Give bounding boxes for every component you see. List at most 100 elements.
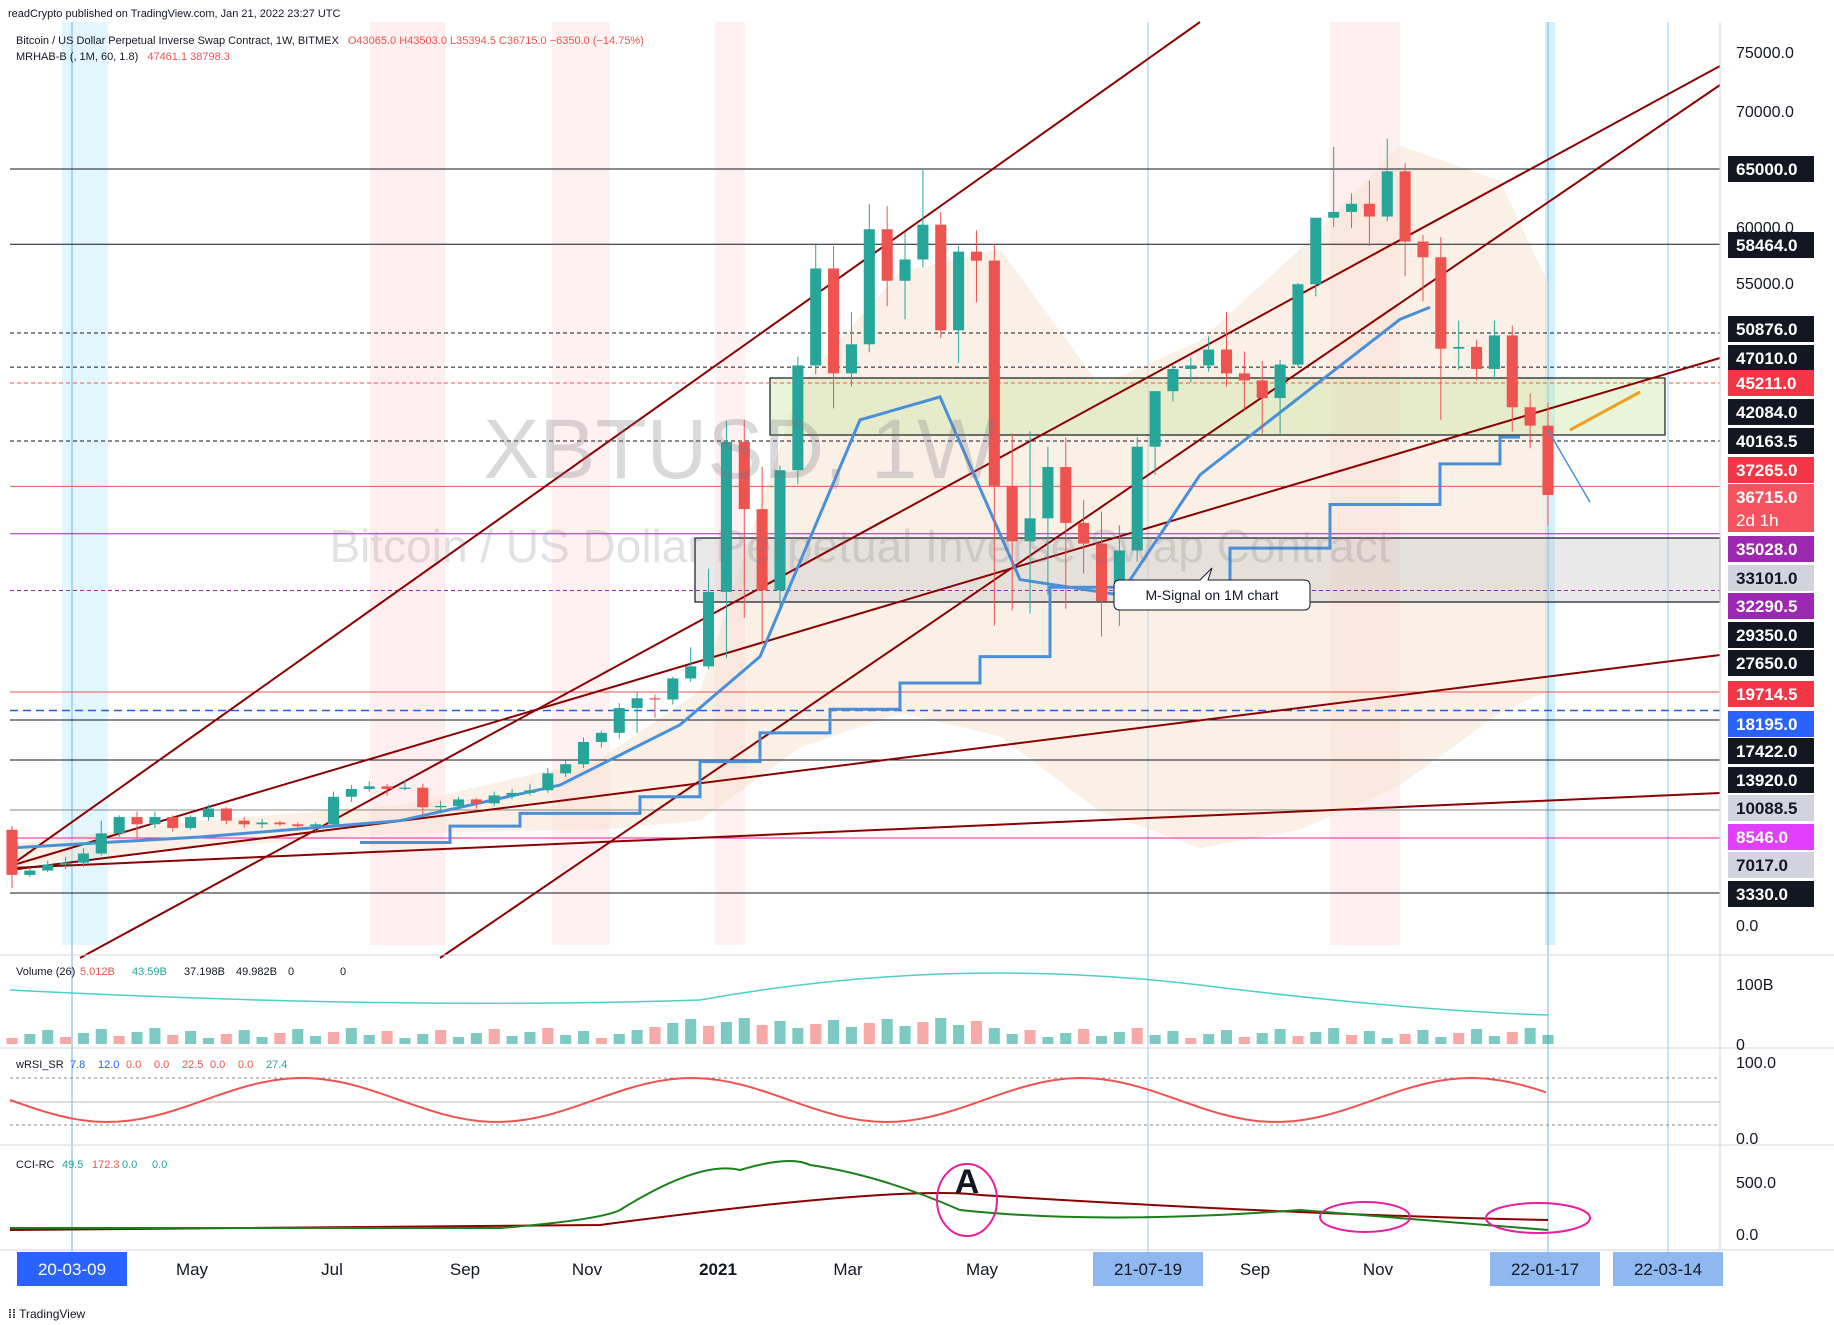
volume-bar-50 bbox=[899, 1026, 911, 1044]
candle-body-64 bbox=[1149, 391, 1161, 447]
highlight-circle-A bbox=[936, 1163, 998, 1237]
rsi-value-5: 0.0 bbox=[210, 1059, 225, 1071]
volume-value-2: 37.198B bbox=[184, 966, 225, 978]
trend-line-4 bbox=[9, 792, 1721, 869]
indicator-title[interactable]: MRHAB-B (, 1M, 60, 1.8) bbox=[16, 51, 139, 63]
time-label-8: 21-07-19 bbox=[1114, 1260, 1182, 1279]
candle-body-34 bbox=[613, 708, 625, 733]
volume-bar-64 bbox=[1149, 1035, 1161, 1044]
rsi-value-4: 22.5 bbox=[182, 1059, 203, 1071]
tradingview-brand[interactable]: ⁞⁞ TradingView bbox=[8, 1307, 85, 1321]
volume-bar-57 bbox=[1024, 1030, 1036, 1044]
price-label-bg-13 bbox=[1728, 650, 1814, 676]
candle-body-12 bbox=[220, 808, 232, 821]
indicator-values: 47461.1 38798.3 bbox=[147, 51, 230, 63]
time-label-0: 20-03-09 bbox=[38, 1260, 106, 1279]
candle-body-71 bbox=[1274, 364, 1286, 399]
volume-bar-44 bbox=[792, 1028, 804, 1044]
published-line: readCrypto published on TradingView.com,… bbox=[8, 8, 341, 20]
candle-body-75 bbox=[1345, 203, 1358, 212]
symbol-title[interactable]: Bitcoin / US Dollar Perpetual Inverse Sw… bbox=[16, 35, 339, 47]
time-label-4: Nov bbox=[572, 1260, 603, 1279]
candle-body-46 bbox=[828, 268, 840, 374]
price-label-12: 29350.0 bbox=[1736, 626, 1797, 645]
price-tick-4: 55000.0 bbox=[1736, 276, 1794, 293]
candle-body-80 bbox=[1435, 257, 1447, 349]
rsi-value-7: 27.4 bbox=[266, 1059, 287, 1071]
watermark-ticker: XBTUSD, 1W bbox=[483, 402, 996, 496]
cci-value-2: 0.0 bbox=[122, 1159, 137, 1171]
candle-body-41 bbox=[738, 441, 750, 510]
rsi-label: wRSI_SR bbox=[15, 1059, 64, 1071]
candle-body-32 bbox=[577, 741, 590, 765]
volume-bar-28 bbox=[506, 1036, 518, 1044]
volume-bar-16 bbox=[292, 1029, 304, 1044]
volume-bar-77 bbox=[1381, 1038, 1393, 1044]
candle-body-22 bbox=[399, 787, 411, 789]
volume-value-5: 0 bbox=[340, 966, 346, 978]
volume-bar-75 bbox=[1345, 1035, 1358, 1044]
volume-bar-2 bbox=[42, 1030, 54, 1044]
candle-body-76 bbox=[1363, 203, 1375, 217]
candle-body-15 bbox=[274, 822, 286, 825]
time-label-11: 22-01-17 bbox=[1511, 1260, 1579, 1279]
candle-body-57 bbox=[1024, 518, 1036, 542]
candle-body-42 bbox=[756, 509, 768, 591]
highlight-band-0 bbox=[62, 22, 108, 945]
projection-up-arrow bbox=[1569, 390, 1641, 432]
candle-body-53 bbox=[953, 251, 965, 331]
volume-bar-85 bbox=[1524, 1028, 1536, 1044]
highlight-circle-1 bbox=[1319, 1201, 1411, 1233]
volume-bar-80 bbox=[1435, 1037, 1447, 1044]
volume-bar-66 bbox=[1185, 1038, 1197, 1044]
msignal-callout-box bbox=[1113, 567, 1311, 611]
time-label-1: May bbox=[176, 1260, 209, 1279]
volume-bar-60 bbox=[1078, 1029, 1090, 1044]
candle-body-8 bbox=[149, 817, 161, 825]
candle-body-1 bbox=[24, 870, 36, 875]
volume-bar-53 bbox=[953, 1025, 965, 1044]
rsi-scale-0: 100.0 bbox=[1736, 1055, 1776, 1072]
price-tick-0: 75000.0 bbox=[1736, 45, 1794, 62]
time-label-bg-0 bbox=[17, 1252, 127, 1286]
volume-bar-68 bbox=[1220, 1030, 1233, 1044]
cci-value-3: 0.0 bbox=[152, 1159, 167, 1171]
candle-body-16 bbox=[292, 824, 304, 827]
volume-bar-69 bbox=[1238, 1037, 1250, 1044]
candle-body-74 bbox=[1328, 211, 1340, 218]
volume-bar-63 bbox=[1131, 1028, 1143, 1044]
volume-ma-line bbox=[9, 972, 1549, 1016]
volume-value-0: 5.012B bbox=[80, 966, 115, 978]
volume-bar-1 bbox=[24, 1034, 36, 1044]
price-label-bg-17 bbox=[1728, 767, 1814, 793]
price-label-sub-8: 2d 1h bbox=[1736, 511, 1779, 530]
candle-body-21 bbox=[381, 786, 393, 789]
volume-bar-86 bbox=[1542, 1035, 1554, 1044]
trend-line-0 bbox=[9, 21, 1201, 867]
volume-bar-56 bbox=[1006, 1034, 1018, 1044]
volume-bar-33 bbox=[595, 1038, 607, 1044]
price-label-bg-8 bbox=[1728, 484, 1814, 532]
price-label-19: 8546.0 bbox=[1736, 828, 1788, 847]
volume-bar-78 bbox=[1399, 1034, 1411, 1044]
price-label-bg-3 bbox=[1728, 345, 1814, 371]
trend-line-5 bbox=[439, 84, 1721, 959]
volume-bar-73 bbox=[1310, 1032, 1322, 1044]
candle-body-49 bbox=[881, 229, 893, 281]
volume-bar-24 bbox=[435, 1030, 447, 1044]
volume-bar-42 bbox=[756, 1025, 768, 1044]
candle-body-72 bbox=[1292, 284, 1304, 365]
volume-value-1: 43.59B bbox=[132, 966, 167, 978]
trend-line-1 bbox=[79, 65, 1721, 959]
volume-bar-62 bbox=[1113, 1032, 1125, 1044]
volume-bar-34 bbox=[613, 1034, 625, 1044]
candle-body-31 bbox=[560, 764, 572, 774]
cci-scale-1: 0.0 bbox=[1736, 1227, 1758, 1244]
candle-body-82 bbox=[1471, 346, 1483, 369]
volume-bar-41 bbox=[738, 1018, 750, 1044]
candle-body-5 bbox=[95, 833, 107, 854]
candle-body-38 bbox=[685, 666, 697, 679]
volume-bar-61 bbox=[1095, 1036, 1108, 1044]
time-label-bg-11 bbox=[1490, 1252, 1600, 1286]
volume-bar-36 bbox=[649, 1027, 661, 1044]
